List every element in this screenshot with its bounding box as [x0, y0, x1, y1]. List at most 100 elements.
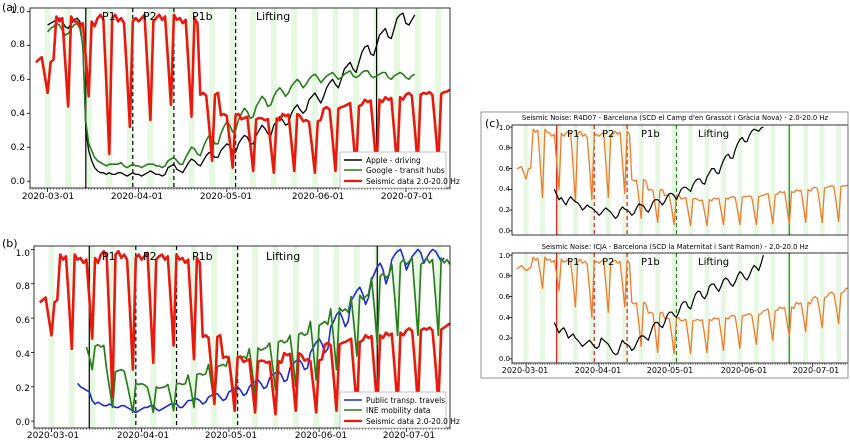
phase-labels-c-bottom: P1 P2 P1b Lifting — [567, 257, 729, 268]
weekend-band — [671, 125, 677, 235]
weekend-band — [556, 253, 562, 363]
weekend-band — [622, 253, 628, 363]
panel-label-b: (b) — [2, 237, 18, 250]
phase-label-p1b: P1b — [641, 257, 660, 268]
y-tick-label: 1.0 — [499, 124, 510, 132]
legend-label-public: Public transp. travels — [366, 396, 445, 405]
axes-frame — [33, 245, 451, 429]
phase-label-p1: P1 — [102, 250, 116, 263]
weekend-band — [332, 8, 339, 188]
weekend-band — [44, 8, 51, 188]
legend-label-seismic: Seismic data 2.0-20.0 Hz — [366, 177, 460, 186]
weekend-band — [803, 253, 809, 363]
weekend-band — [819, 253, 825, 363]
weekend-band — [573, 253, 578, 363]
y-tick-labels-c-bottom: 0.0 0.2 0.4 0.6 0.8 1.0 — [499, 252, 511, 363]
weekend-band — [770, 253, 776, 363]
weekend-band — [250, 8, 257, 188]
phase-label-p1: P1 — [567, 129, 579, 140]
weekend-band — [803, 125, 809, 235]
mobility-line — [553, 254, 764, 356]
weekend-band — [231, 246, 238, 428]
y-tick-label: 0.6 — [499, 293, 511, 301]
weekend-band — [211, 246, 218, 428]
weekend-band — [573, 125, 578, 235]
y-tick-label: 0.6 — [11, 74, 26, 84]
plot-area-b — [31, 245, 451, 432]
y-tick-label: 0.6 — [16, 316, 31, 326]
weekend-band — [605, 125, 611, 235]
legend-label-google: Google - transit hubs — [366, 166, 445, 175]
seismic-line — [38, 249, 451, 416]
panel-c-bottom: Seismic Noise: ICJA - Barcelona (SCD la … — [499, 243, 849, 375]
legend-label-apple: Apple - driving — [366, 156, 421, 165]
public-transport-line — [76, 248, 445, 414]
panel-title: Seismic Noise: R4D07 - Barcelona (SCD el… — [522, 114, 829, 122]
y-tick-label: 0.0 — [16, 418, 31, 428]
x-tick-labels-b: 2020-03-01 2020-04-01 2020-05-01 2020-06… — [27, 431, 435, 440]
weekend-band — [737, 253, 743, 363]
weekend-band — [638, 125, 644, 235]
mobility-line — [553, 126, 764, 219]
weekend-band — [589, 125, 595, 235]
x-tick-label: 2020-05-01 — [205, 431, 257, 440]
y-tick-label: 0.4 — [499, 314, 511, 322]
y-tick-label: 0.0 — [499, 227, 510, 235]
x-tick-label: 2020-03-01 — [502, 366, 549, 375]
y-tick-label: 0.8 — [499, 272, 510, 280]
y-tick-label: 1.0 — [16, 249, 31, 259]
axes-frame — [511, 124, 849, 236]
legend-label-ine: INE mobility data — [366, 406, 431, 415]
y-tick-label: 0.0 — [499, 355, 510, 363]
weekend-band — [414, 8, 421, 188]
x-tick-labels-a: 2020-03-01 2020-04-01 2020-05-01 2020-06… — [22, 192, 433, 202]
weekend-band — [638, 253, 644, 363]
weekend-band — [311, 8, 318, 188]
phase-label-p1b: P1b — [192, 10, 213, 23]
phase-label-p1: P1 — [102, 10, 116, 23]
seismic-noise-line — [516, 128, 849, 227]
plot-area-c-bottom — [509, 252, 849, 367]
weekend-band — [754, 253, 759, 363]
weekend-band — [85, 8, 92, 188]
weekend-band — [721, 125, 726, 235]
y-tick-labels-c-top: 0.0 0.2 0.4 0.6 0.8 1.0 — [499, 124, 511, 235]
seismic-noise-line — [516, 256, 849, 355]
x-tick-label: 2020-06-01 — [292, 192, 344, 202]
phase-label-p2: P2 — [602, 257, 614, 268]
x-tick-label: 2020-04-01 — [111, 192, 163, 202]
y-tick-label: 0.8 — [16, 282, 31, 292]
phase-label-p1b: P1b — [192, 250, 213, 263]
x-tick-labels-c-bottom: 2020-03-01 2020-04-01 2020-05-01 2020-06… — [502, 366, 840, 375]
weekend-band — [819, 125, 825, 235]
x-tick-label: 2020-06-01 — [721, 366, 768, 375]
y-tick-label: 0.0 — [11, 177, 26, 187]
phase-labels-b: P1 P2 P1b Lifting — [102, 250, 300, 263]
weekend-band — [704, 253, 710, 363]
plot-area-c-top — [509, 124, 849, 236]
weekend-band — [655, 125, 661, 235]
weekend-band — [704, 125, 710, 235]
weekend-band — [523, 125, 529, 235]
y-tick-label: 1.0 — [11, 6, 26, 16]
axes-frame — [29, 7, 451, 189]
y-tick-label: 0.8 — [11, 40, 26, 50]
y-tick-labels-a: 0.0 0.2 0.4 0.6 0.8 1.0 — [11, 6, 26, 187]
phase-label-p1: P1 — [567, 257, 579, 268]
y-tick-label: 0.2 — [499, 334, 510, 342]
phase-labels-a: P1 P2 P1b Lifting — [102, 10, 290, 23]
weekend-band — [291, 8, 298, 188]
weekend-band — [333, 246, 340, 428]
y-tick-label: 0.2 — [16, 384, 30, 394]
weekend-band — [209, 8, 216, 188]
phase-label-lifting: Lifting — [256, 10, 290, 23]
y-tick-label: 0.2 — [499, 206, 510, 214]
weekend-band — [394, 246, 401, 428]
plot-area-a — [27, 7, 451, 192]
panel-title: Seismic Noise: ICJA - Barcelona (SCD la … — [542, 243, 809, 251]
weekend-band — [655, 253, 661, 363]
panel-label-c: (c) — [485, 117, 500, 130]
weekend-band — [394, 8, 401, 188]
y-tick-label: 0.2 — [11, 143, 25, 153]
